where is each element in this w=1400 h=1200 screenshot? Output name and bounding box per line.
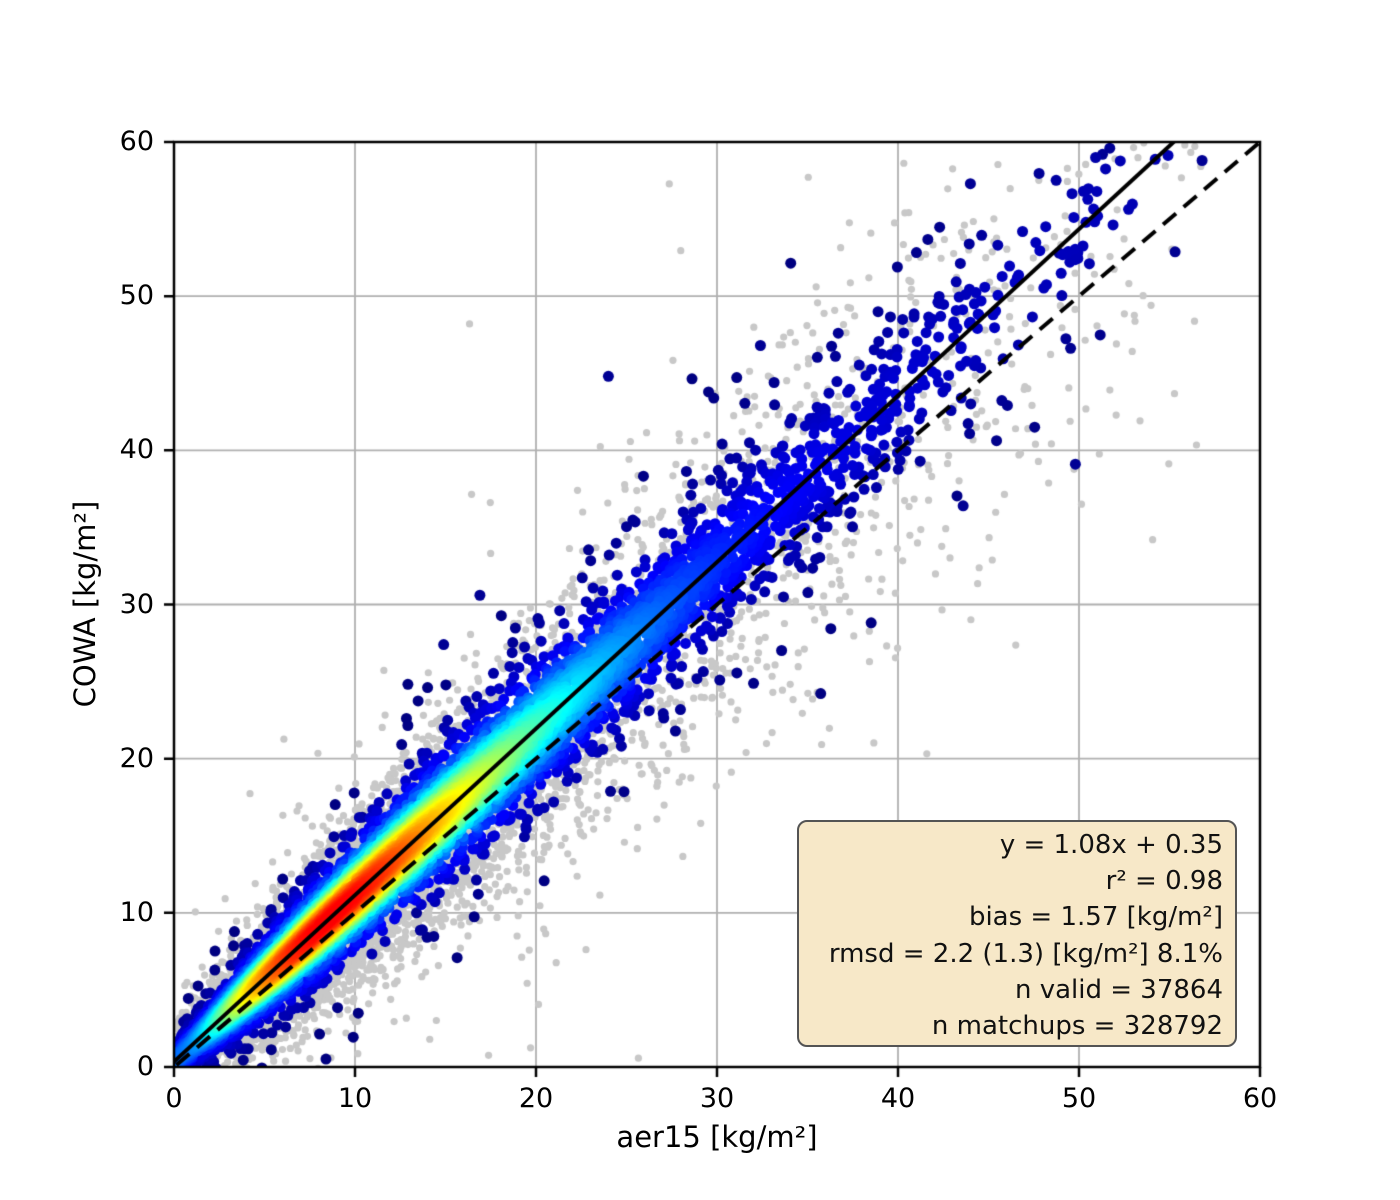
y-tick-label: 50 bbox=[119, 280, 154, 312]
stats-line-fit-equation: y = 1.08x + 0.35 bbox=[999, 830, 1223, 860]
stats-line-rmsd: rmsd = 2.2 (1.3) [kg/m²] 8.1% bbox=[828, 938, 1223, 969]
x-tick-label: 30 bbox=[699, 1083, 735, 1114]
y-tick-label: 10 bbox=[119, 896, 154, 928]
y-tick-label: 60 bbox=[119, 126, 154, 157]
x-tick-label: 10 bbox=[337, 1083, 373, 1114]
y-tick-label: 30 bbox=[119, 588, 154, 620]
x-tick-label: 20 bbox=[518, 1083, 554, 1114]
x-tick-label: 60 bbox=[1242, 1083, 1278, 1114]
stats-line-n-valid: n valid = 37864 bbox=[1014, 974, 1223, 1005]
y-tick-label: 0 bbox=[136, 1051, 154, 1082]
stats-line-bias: bias = 1.57 [kg/m²] bbox=[968, 902, 1223, 933]
stats-line-n-matchups: n matchups = 328792 bbox=[931, 1010, 1223, 1041]
x-axis-label: aer15 [kg/m²] bbox=[616, 1120, 818, 1154]
x-tick-label: 40 bbox=[880, 1083, 916, 1114]
stats-box: y = 1.08x + 0.35 r² = 0.98 bias = 1.57 [… bbox=[797, 820, 1237, 1047]
stats-line-r-squared: r² = 0.98 bbox=[1105, 866, 1223, 897]
x-tick-label: 50 bbox=[1061, 1083, 1097, 1114]
y-tick-label: 40 bbox=[119, 434, 154, 466]
y-tick-label: 20 bbox=[119, 742, 154, 774]
x-tick-label: 0 bbox=[165, 1083, 183, 1114]
